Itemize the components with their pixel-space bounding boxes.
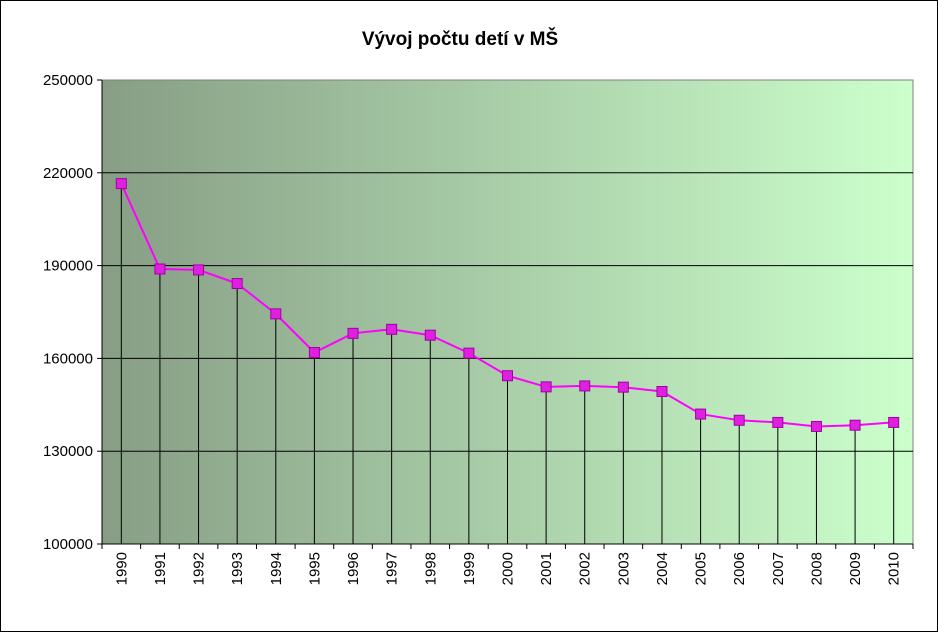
data-point [193,264,205,276]
y-tick-label: 220000 [43,165,93,182]
y-tick-label: 250000 [43,72,93,89]
x-tick-label: 2009 [847,552,864,585]
data-point [656,385,668,397]
x-tick-label: 1994 [268,552,285,585]
x-tick-label: 2004 [654,552,671,585]
x-tick-label: 2003 [615,552,632,585]
x-tick-label: 2006 [731,552,748,585]
data-point [115,178,127,190]
data-point [502,370,513,382]
x-tick-label: 2008 [808,552,825,585]
x-tick-label: 2002 [577,552,594,585]
y-tick-label: 160000 [43,350,93,367]
x-tick-label: 2010 [886,552,903,585]
x-tick-label: 1999 [461,552,478,585]
data-point [810,420,822,432]
data-point [231,278,243,290]
data-point [347,327,359,339]
data-point [579,380,591,392]
x-tick-label: 1991 [152,552,169,585]
data-point [270,308,282,320]
x-tick-label: 1993 [229,552,246,585]
x-tick-label: 1992 [191,552,208,585]
x-tick-label: 1997 [384,552,401,585]
x-tick-label: 1990 [113,552,130,585]
x-tick-label: 2001 [538,552,555,585]
data-point [424,329,436,341]
data-point [540,381,552,393]
data-point [617,381,629,393]
data-point [888,416,900,428]
x-tick-label: 2007 [770,552,787,585]
data-point [386,323,398,335]
x-tick-label: 1996 [345,552,362,585]
x-tick-label: 1998 [422,552,439,585]
data-point [308,347,320,359]
y-tick-label: 130000 [43,443,93,460]
y-tick-label: 190000 [43,258,93,275]
data-point [849,419,861,431]
y-tick-label: 100000 [43,536,93,553]
x-tick-label: 1995 [306,552,323,585]
data-point [772,416,784,428]
chart-title: Vývoj počtu detí v MŠ [362,28,558,50]
x-tick-label: 2005 [693,552,710,585]
data-point [463,347,475,359]
data-point [695,408,707,420]
data-point [733,414,745,426]
x-tick-label: 2000 [500,552,517,585]
data-point [154,263,166,275]
